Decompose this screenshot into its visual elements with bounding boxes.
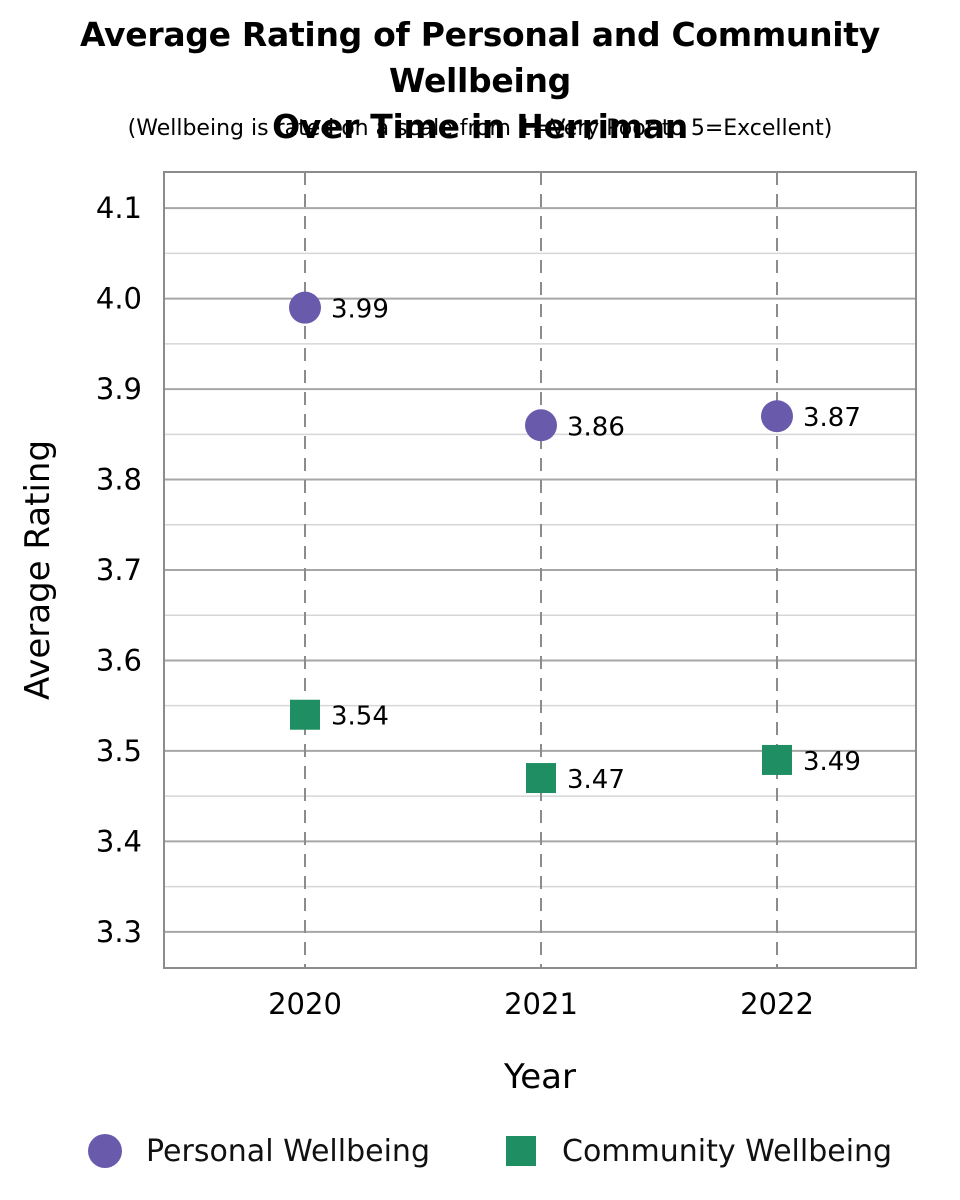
x-tick-label: 2022 [740,987,814,1021]
chart-title-line-1: Average Rating of Personal and Community… [79,15,880,100]
personal-wellbeing-point [289,291,321,324]
y-tick-label: 3.4 [96,824,142,858]
y-tick-label: 4.1 [96,191,142,225]
community-wellbeing-data-label: 3.54 [331,702,389,732]
x-tick-label: 2020 [268,987,342,1021]
legend-label-personal-wellbeing: Personal Wellbeing [146,1133,430,1169]
x-axis-label: Year [503,1057,576,1097]
personal-wellbeing-point [525,409,557,442]
y-tick-label: 4.0 [96,282,142,316]
personal-wellbeing-data-label: 3.86 [567,412,625,442]
legend-circle-marker [88,1134,122,1168]
chart-title-line-2: Over Time in Herriman [272,107,688,146]
x-tick-label: 2021 [504,987,578,1021]
chart-title: Average Rating of Personal and Community… [0,12,960,150]
community-wellbeing-data-label: 3.49 [803,747,861,777]
plot-border [163,171,917,969]
personal-wellbeing-data-label: 3.99 [331,295,389,325]
community-wellbeing-point [762,744,792,775]
y-tick-label: 3.7 [96,553,142,587]
legend-square-marker [506,1136,536,1166]
y-tick-label: 3.6 [96,643,142,677]
personal-wellbeing-data-label: 3.87 [803,403,861,433]
chart-subtitle: (Wellbeing is rated on a scale from 1=Ve… [127,116,833,141]
y-tick-label: 3.3 [96,915,142,949]
y-tick-label: 3.9 [96,372,142,406]
personal-wellbeing-point [761,400,793,433]
legend-item-personal-wellbeing: Personal Wellbeing [88,1126,430,1176]
chart-plot: 3.3 3.4 3.5 3.6 3.7 3.8 3.9 4.0 4.1 2020 2021 2022 Y… [18,171,917,1097]
community-wellbeing-data-label: 3.47 [567,765,625,795]
y-axis-label: Average Rating [18,440,58,700]
y-tick-label: 3.8 [96,463,142,497]
legend-label-community-wellbeing: Community Wellbeing [562,1133,893,1169]
chart-legend: Personal Wellbeing Community Wellbeing [0,1126,960,1176]
legend-item-community-wellbeing: Community Wellbeing [506,1126,892,1176]
community-wellbeing-point [526,763,556,794]
y-tick-label: 3.5 [96,734,142,768]
community-wellbeing-point [290,699,320,730]
